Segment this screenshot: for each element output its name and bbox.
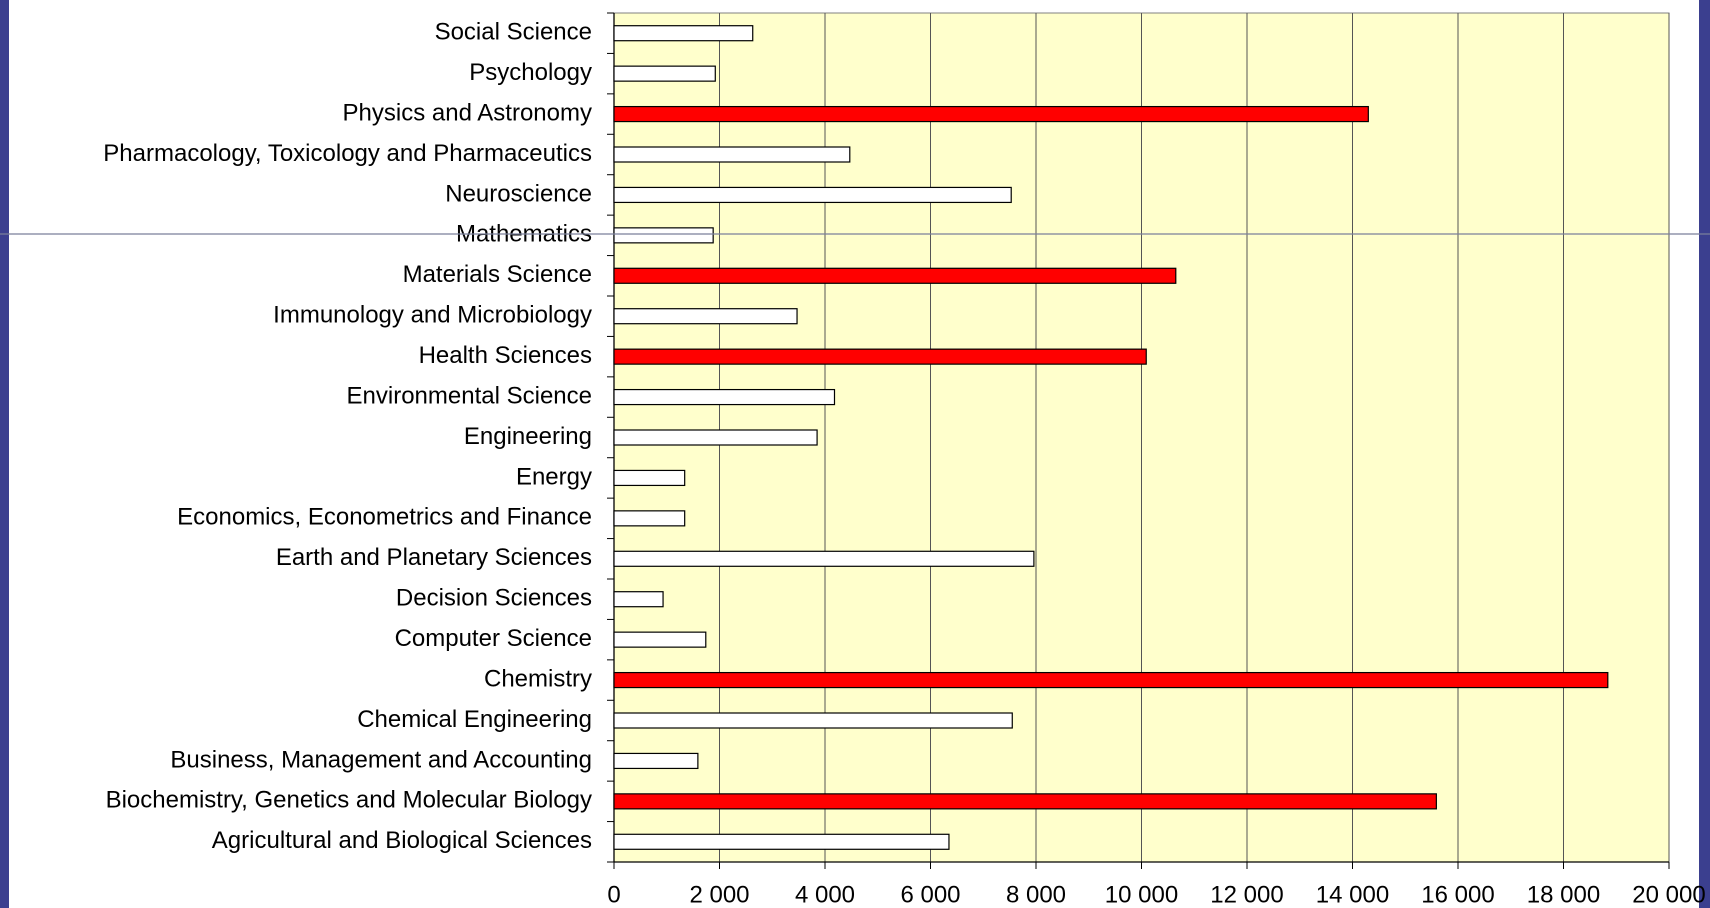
bar — [613, 227, 714, 244]
x-tick-label: 14 000 — [1316, 881, 1389, 908]
x-tick-label: 18 000 — [1527, 881, 1600, 908]
bar — [613, 388, 836, 406]
bar — [613, 308, 798, 325]
bar — [613, 510, 686, 527]
bar — [613, 25, 754, 42]
bar — [613, 186, 1012, 204]
bar — [613, 469, 686, 487]
y-tick-label: Materials Science — [403, 261, 592, 288]
y-tick-label: Chemical Engineering — [357, 706, 592, 733]
x-tick-label: 16 000 — [1421, 881, 1494, 908]
bar — [613, 550, 1035, 567]
y-tick-label: Economics, Econometrics and Finance — [177, 504, 592, 531]
bar — [613, 712, 1013, 729]
bar — [613, 631, 707, 648]
y-tick-label: Biochemistry, Genetics and Molecular Bio… — [106, 787, 592, 814]
x-tick-label: 12 000 — [1210, 881, 1283, 908]
x-tick-label: 2 000 — [689, 881, 749, 908]
y-tick-label: Social Science — [435, 19, 592, 46]
bar — [613, 348, 1147, 365]
y-tick-label: Chemistry — [484, 665, 592, 692]
y-tick-label: Decision Sciences — [396, 585, 592, 612]
bar — [613, 105, 1369, 123]
y-tick-label: Neuroscience — [445, 180, 592, 207]
y-tick-label: Health Sciences — [419, 342, 592, 369]
bar — [613, 671, 1609, 689]
bar — [613, 146, 851, 163]
x-tick-label: 6 000 — [900, 881, 960, 908]
bar — [613, 833, 950, 850]
x-tick-label: 8 000 — [1006, 881, 1066, 908]
y-tick-label: Business, Management and Accounting — [170, 746, 592, 773]
y-tick-label: Pharmacology, Toxicology and Pharmaceuti… — [103, 140, 592, 167]
x-tick-label: 0 — [607, 881, 620, 908]
y-tick-label: Energy — [516, 463, 592, 490]
bar — [613, 65, 716, 82]
y-tick-label: Physics and Astronomy — [343, 99, 592, 126]
y-tick-label: Immunology and Microbiology — [273, 302, 592, 329]
y-tick-label: Computer Science — [395, 625, 592, 652]
bar — [613, 429, 818, 446]
x-tick-label: 4 000 — [795, 881, 855, 908]
y-tick-label: Agricultural and Biological Sciences — [212, 827, 592, 854]
y-tick-label: Engineering — [464, 423, 592, 450]
bar — [613, 752, 699, 770]
y-tick-label: Earth and Planetary Sciences — [276, 544, 592, 571]
bar — [613, 793, 1437, 810]
x-tick-label: 10 000 — [1105, 881, 1178, 908]
y-tick-label: Environmental Science — [347, 382, 592, 409]
x-tick-label: 20 000 — [1632, 881, 1705, 908]
bar — [613, 591, 664, 608]
y-tick-label: Psychology — [469, 59, 592, 86]
bar — [613, 267, 1177, 284]
plot: 0 2 000 4 000 6 000 8 000 10 000 12 000 14 000 1… — [103, 12, 1706, 908]
